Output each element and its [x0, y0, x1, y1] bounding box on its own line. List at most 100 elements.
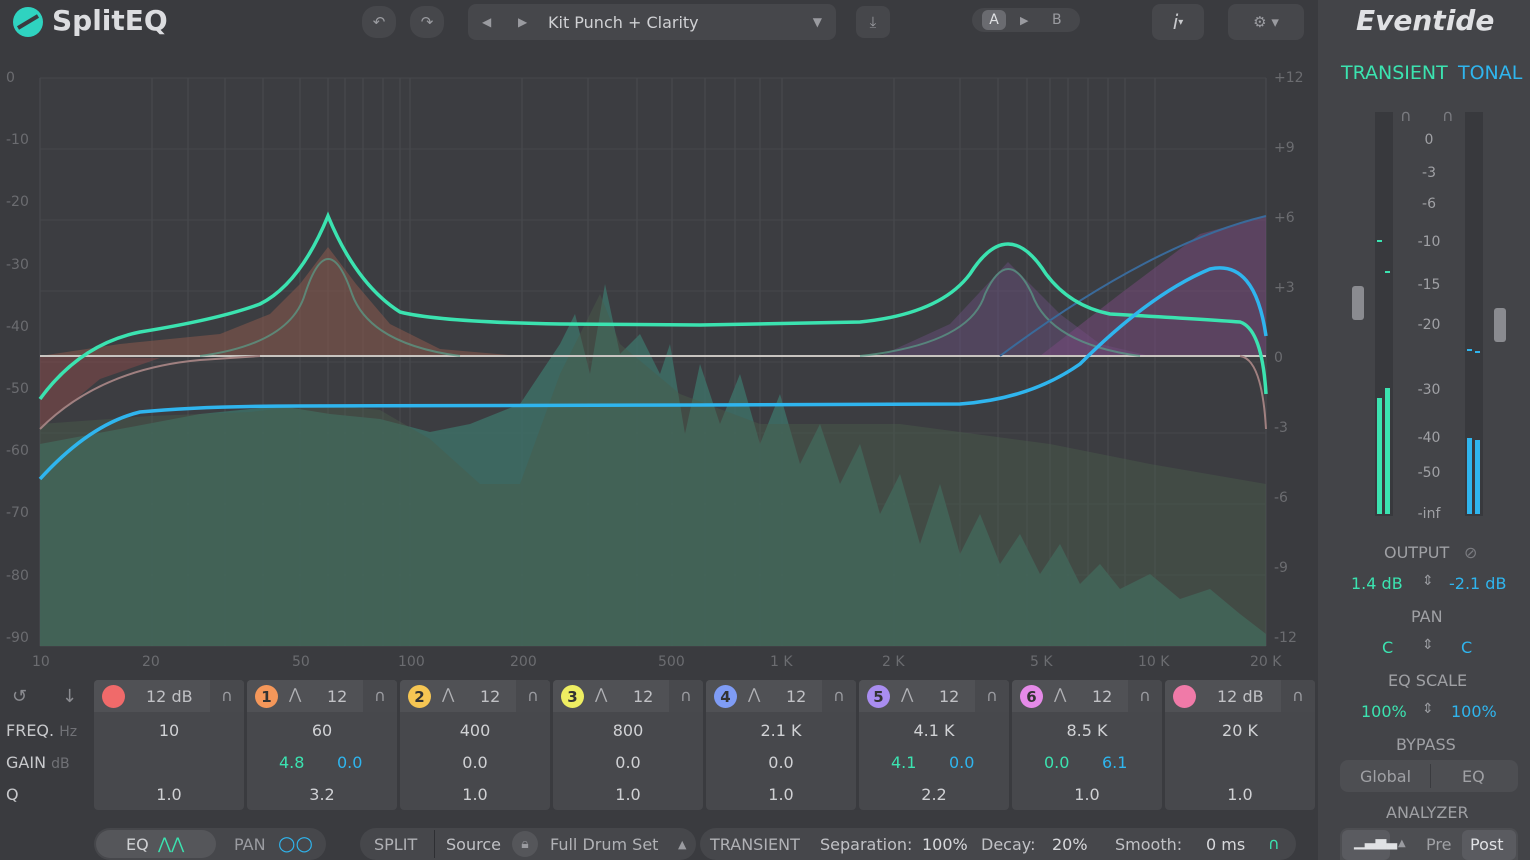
settings-button[interactable]: ⚙ ▾ [1228, 4, 1304, 40]
redo-button[interactable]: ↷ [410, 6, 444, 38]
band-badge[interactable] [1173, 685, 1196, 708]
band-q-value[interactable]: 1.0 [462, 785, 488, 804]
band-badge[interactable] [102, 685, 125, 708]
band-solo-headphones-icon[interactable]: ∩ [822, 680, 856, 712]
preset-prev-button[interactable]: ◀ [482, 15, 492, 29]
band-q-value[interactable]: 1.0 [1074, 785, 1100, 804]
band-column[interactable]: 5 ⋀ 12 ∩ 4.1 K 4.1 0.0 2.2 [859, 680, 1009, 810]
phase-invert-icon[interactable]: ⊘ [1464, 543, 1478, 562]
pan-link-icon[interactable]: ⇕ [1422, 637, 1434, 653]
band-q-value[interactable]: 1.0 [1227, 785, 1253, 804]
source-dropdown[interactable]: Full Drum Set [550, 835, 659, 854]
band-q-value[interactable]: 1.0 [615, 785, 641, 804]
band-column[interactable]: 3 ⋀ 12 ∩ 800 0.0 1.0 [553, 680, 703, 810]
transient-output-fader[interactable] [1352, 286, 1364, 320]
band-solo-headphones-icon[interactable]: ∩ [1281, 680, 1315, 712]
band-badge[interactable]: 3 [561, 685, 584, 708]
analyzer-dropdown-icon[interactable]: ▲ [1398, 838, 1406, 849]
ab-b-button[interactable]: B [1052, 12, 1062, 28]
band-q-value[interactable]: 3.2 [309, 785, 335, 804]
band-badge[interactable]: 1 [255, 685, 278, 708]
undo-button[interactable]: ↶ [362, 6, 396, 38]
band-q-value[interactable]: 1.0 [156, 785, 182, 804]
band-solo-headphones-icon[interactable]: ∩ [975, 680, 1009, 712]
eq-mode-button[interactable] [96, 830, 216, 858]
band-badge[interactable]: 6 [1020, 685, 1043, 708]
band-freq-value[interactable]: 60 [311, 721, 333, 740]
eq-scale-link-icon[interactable]: ⇕ [1422, 701, 1434, 717]
analyzer-pre-button[interactable]: Pre [1426, 835, 1452, 854]
band-gain-value[interactable]: 0.0 [768, 753, 794, 772]
band-gain-value[interactable]: 0.0 [615, 753, 641, 772]
band-type-icon[interactable]: ⋀ [289, 685, 302, 703]
eq-graph[interactable] [0, 44, 1318, 664]
band-freq-value[interactable]: 10 [158, 721, 180, 740]
ab-copy-icon[interactable]: ▶ [1020, 13, 1029, 27]
band-slope[interactable]: 12 [480, 687, 501, 706]
band-column[interactable]: 12 dB ∩ 10 1.0 [94, 680, 244, 810]
band-column[interactable]: 6 ⋀ 12 ∩ 8.5 K 0.0 6.1 1.0 [1012, 680, 1162, 810]
band-slope[interactable]: 12 [327, 687, 348, 706]
band-gain-tonal[interactable]: 0.0 [337, 753, 363, 772]
info-button[interactable]: i ▾ [1152, 4, 1204, 40]
reset-bands-icon[interactable]: ↺ [12, 686, 28, 707]
band-solo-headphones-icon[interactable]: ∩ [669, 680, 703, 712]
band-freq-value[interactable]: 8.5 K [1066, 721, 1108, 740]
band-type-icon[interactable]: ⋀ [1054, 685, 1067, 703]
band-solo-headphones-icon[interactable]: ∩ [210, 680, 244, 712]
band-slope[interactable]: 12 [939, 687, 960, 706]
preset-next-button[interactable]: ▶ [518, 15, 528, 29]
band-type-icon[interactable]: ⋀ [595, 685, 608, 703]
lock-icon[interactable]: 🔒︎ [512, 831, 538, 857]
band-gain-transient[interactable]: 4.1 [891, 753, 917, 772]
save-preset-button[interactable]: ⤓ [856, 6, 890, 38]
source-dropdown-icon[interactable]: ▲ [678, 838, 687, 851]
tonal-output-fader[interactable] [1494, 308, 1506, 342]
output-tonal-value[interactable]: -2.1 dB [1449, 574, 1507, 593]
band-gain-value[interactable]: 0.0 [462, 753, 488, 772]
preset-name[interactable]: Kit Punch + Clarity [548, 12, 699, 32]
band-solo-headphones-icon[interactable]: ∩ [1128, 680, 1162, 712]
transient-solo-headphones-icon[interactable]: ∩ [1268, 834, 1280, 853]
band-arrow-icon[interactable]: ↓ [62, 686, 78, 707]
bypass-global-button[interactable]: Global [1360, 767, 1412, 786]
pan-transient-value[interactable]: C [1382, 638, 1394, 657]
band-q-value[interactable]: 2.2 [921, 785, 947, 804]
band-solo-headphones-icon[interactable]: ∩ [516, 680, 550, 712]
band-solo-headphones-icon[interactable]: ∩ [363, 680, 397, 712]
band-slope[interactable]: 12 dB [146, 687, 193, 706]
transient-solo-icon[interactable]: ∩ [1400, 106, 1412, 125]
band-freq-value[interactable]: 800 [612, 721, 644, 740]
bypass-eq-button[interactable]: EQ [1462, 767, 1485, 786]
decay-value[interactable]: 20% [1052, 835, 1088, 854]
band-gain-transient[interactable]: 0.0 [1044, 753, 1070, 772]
band-type-icon[interactable]: ⋀ [901, 685, 914, 703]
band-type-icon[interactable]: ⋀ [748, 685, 761, 703]
band-freq-value[interactable]: 4.1 K [913, 721, 955, 740]
separation-value[interactable]: 100% [922, 835, 968, 854]
band-freq-value[interactable]: 400 [459, 721, 491, 740]
band-gain-tonal[interactable]: 0.0 [949, 753, 975, 772]
band-badge[interactable]: 4 [714, 685, 737, 708]
band-freq-value[interactable]: 20 K [1222, 721, 1258, 740]
band-gain-tonal[interactable]: 6.1 [1102, 753, 1128, 772]
band-type-icon[interactable]: ⋀ [442, 685, 455, 703]
band-gain-transient[interactable]: 4.8 [279, 753, 305, 772]
band-column[interactable]: 12 dB ∩ 20 K 1.0 [1165, 680, 1315, 810]
pan-mode-label[interactable]: PAN [234, 835, 266, 854]
preset-dropdown-icon[interactable]: ▼ [812, 15, 822, 29]
tonal-solo-icon[interactable]: ∩ [1442, 106, 1454, 125]
output-link-icon[interactable]: ⇕ [1422, 573, 1434, 589]
band-slope[interactable]: 12 dB [1217, 687, 1264, 706]
ab-a-button[interactable]: A [982, 10, 1006, 30]
band-slope[interactable]: 12 [633, 687, 654, 706]
band-badge[interactable]: 5 [867, 685, 890, 708]
band-slope[interactable]: 12 [786, 687, 807, 706]
band-freq-value[interactable]: 2.1 K [760, 721, 802, 740]
band-badge[interactable]: 2 [408, 685, 431, 708]
band-slope[interactable]: 12 [1092, 687, 1113, 706]
band-column[interactable]: 2 ⋀ 12 ∩ 400 0.0 1.0 [400, 680, 550, 810]
analyzer-on-button[interactable] [1342, 830, 1390, 860]
eq-scale-tonal-value[interactable]: 100% [1451, 702, 1497, 721]
smooth-value[interactable]: 0 ms [1206, 835, 1246, 854]
